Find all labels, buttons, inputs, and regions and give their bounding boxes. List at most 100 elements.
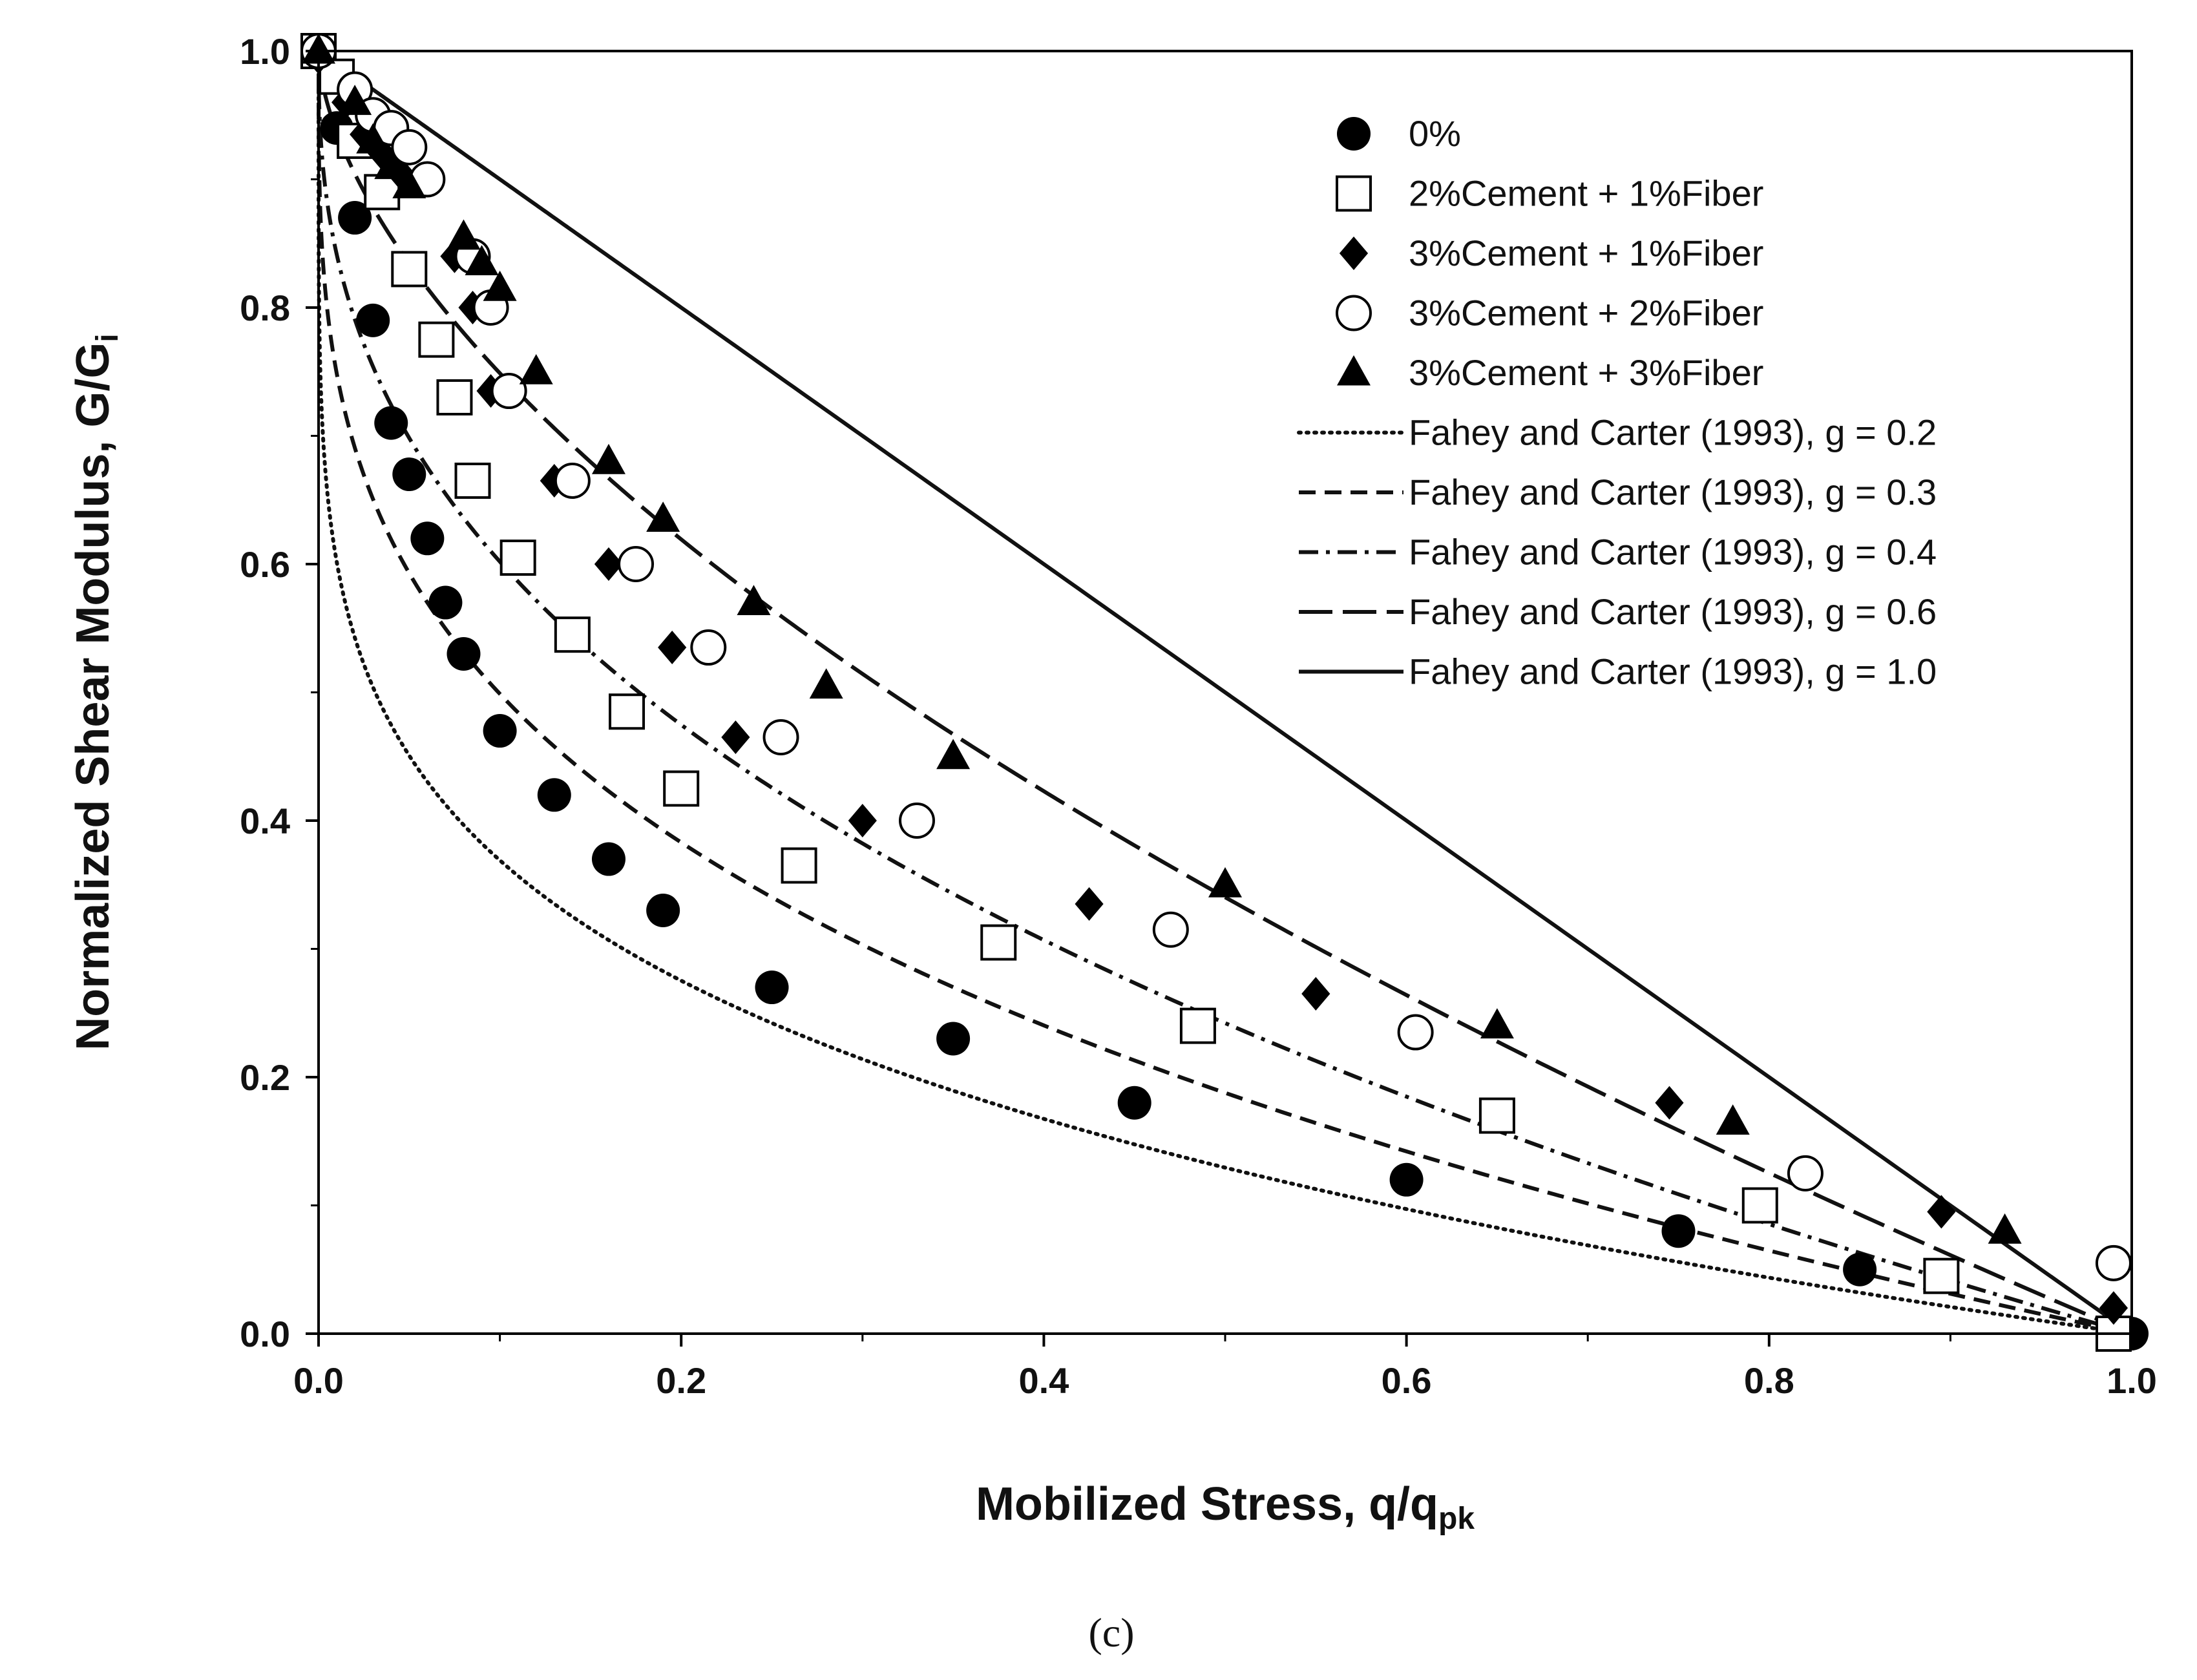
data-point <box>392 457 426 492</box>
legend-label: 3%Cement + 2%Fiber <box>1409 293 1763 333</box>
y-axis-title: Normalized Shear Modulus, G/Gi <box>67 333 125 1051</box>
legend-label: Fahey and Carter (1993), g = 0.6 <box>1409 591 1937 632</box>
legend-marker <box>1337 355 1371 386</box>
legend-entry: Fahey and Carter (1993), g = 0.4 <box>1299 532 1937 572</box>
x-axis-title: Mobilized Stress, q/qpk <box>976 1478 1475 1536</box>
data-point <box>1716 1104 1750 1135</box>
legend-entry: 0% <box>1337 113 1461 154</box>
legend-label: Fahey and Carter (1993), g = 0.2 <box>1409 412 1937 453</box>
y-tick-label: 0.2 <box>240 1057 290 1098</box>
data-point <box>609 693 646 730</box>
y-tick-label: 0.8 <box>240 288 290 328</box>
data-point <box>447 636 481 671</box>
legend-entry: 3%Cement + 2%Fiber <box>1336 293 1763 333</box>
data-point <box>483 714 517 748</box>
legend-label: 3%Cement + 3%Fiber <box>1409 352 1763 393</box>
data-point <box>391 129 428 165</box>
data-point <box>356 303 390 337</box>
data-point <box>447 219 481 250</box>
legend-label: 2%Cement + 1%Fiber <box>1409 173 1763 214</box>
figure-caption: (c) <box>1088 1610 1134 1655</box>
data-point <box>418 321 455 358</box>
data-point <box>646 893 680 927</box>
y-tick-label: 0.6 <box>240 544 290 585</box>
data-point <box>374 406 408 440</box>
legend-label: Fahey and Carter (1993), g = 1.0 <box>1409 651 1937 692</box>
data-point <box>428 585 463 620</box>
model-curve-g-0-4 <box>317 51 2132 1336</box>
y-axis-title-subscript: i <box>90 333 125 342</box>
data-point <box>1152 911 1189 948</box>
data-point <box>410 521 445 556</box>
legend-entry: 2%Cement + 1%Fiber <box>1336 173 1763 214</box>
legend-label: 0% <box>1409 113 1461 154</box>
model-curve-g-0-2 <box>317 49 2134 1336</box>
data-point <box>499 540 536 576</box>
data-point <box>1480 1008 1514 1039</box>
legend-entry: Fahey and Carter (1993), g = 1.0 <box>1299 651 1937 692</box>
y-axis-title-main: Normalized Shear Modulus, G/G <box>67 342 119 1051</box>
data-point <box>554 616 591 653</box>
data-point <box>1655 1086 1684 1120</box>
data-point <box>594 547 624 581</box>
data-point <box>755 971 789 1005</box>
data-point <box>454 462 491 499</box>
data-point <box>591 842 625 876</box>
data-point <box>1389 1162 1424 1197</box>
legend-marker <box>1336 175 1372 212</box>
data-point <box>1397 1014 1434 1051</box>
data-point <box>2095 1244 2132 1281</box>
data-point <box>1301 976 1330 1011</box>
y-tick-label: 0.0 <box>240 1314 290 1354</box>
data-point <box>737 585 771 616</box>
data-point <box>848 804 877 837</box>
data-point <box>980 924 1017 961</box>
legend: 0% 2%Cement + 1%Fiber 3%Cement + 1%Fiber 3%… <box>1297 113 1937 692</box>
data-point <box>1787 1155 1824 1192</box>
data-point <box>1988 1213 2022 1244</box>
x-axis-title-subscript: pk <box>1438 1502 1475 1536</box>
data-point <box>392 168 426 198</box>
data-point <box>338 201 372 235</box>
data-point <box>618 546 655 582</box>
legend-label: 3%Cement + 1%Fiber <box>1409 233 1763 273</box>
data-point <box>483 270 517 301</box>
data-point <box>554 462 591 499</box>
data-point <box>490 373 527 410</box>
legend-label: Fahey and Carter (1993), g = 0.4 <box>1409 532 1937 572</box>
data-point <box>1179 1007 1216 1044</box>
data-point <box>338 85 372 115</box>
x-tick-label: 0.6 <box>1382 1360 1432 1401</box>
x-tick-label: 1.0 <box>2107 1360 2157 1401</box>
data-point <box>781 847 817 884</box>
data-point <box>356 123 390 154</box>
model-curve-g-0-3 <box>317 51 2132 1336</box>
data-point <box>809 668 843 699</box>
legend-marker <box>1339 236 1369 270</box>
legend-entry: Fahey and Carter (1993), g = 0.3 <box>1299 472 1937 512</box>
data-point <box>465 245 499 276</box>
model-curve-g-0-6 <box>317 51 2133 1336</box>
data-point <box>762 719 799 755</box>
x-tick-label: 0.0 <box>293 1360 344 1401</box>
data-point <box>436 379 473 415</box>
legend-label: Fahey and Carter (1993), g = 0.3 <box>1409 472 1937 512</box>
data-point <box>646 501 680 532</box>
data-point <box>936 1022 971 1056</box>
data-point <box>690 629 727 666</box>
data-point <box>1927 1195 1956 1229</box>
x-tick-label: 0.4 <box>1018 1360 1069 1401</box>
axis-ticks: 0.0 0.2 0.4 0.6 0.8 1.0 0.0 0.2 0.4 0.6 0.8 1.0 <box>240 31 2157 1401</box>
data-point <box>537 778 571 812</box>
model-curves <box>317 49 2134 1336</box>
data-point <box>1117 1086 1151 1120</box>
legend-entry: Fahey and Carter (1993), g = 0.6 <box>1299 591 1937 632</box>
data-point <box>1075 887 1104 921</box>
data-point <box>1843 1252 1877 1286</box>
series-4 <box>300 33 2132 1281</box>
data-point <box>658 631 687 665</box>
y-tick-label: 1.0 <box>240 31 290 72</box>
data-point <box>1741 1187 1778 1224</box>
